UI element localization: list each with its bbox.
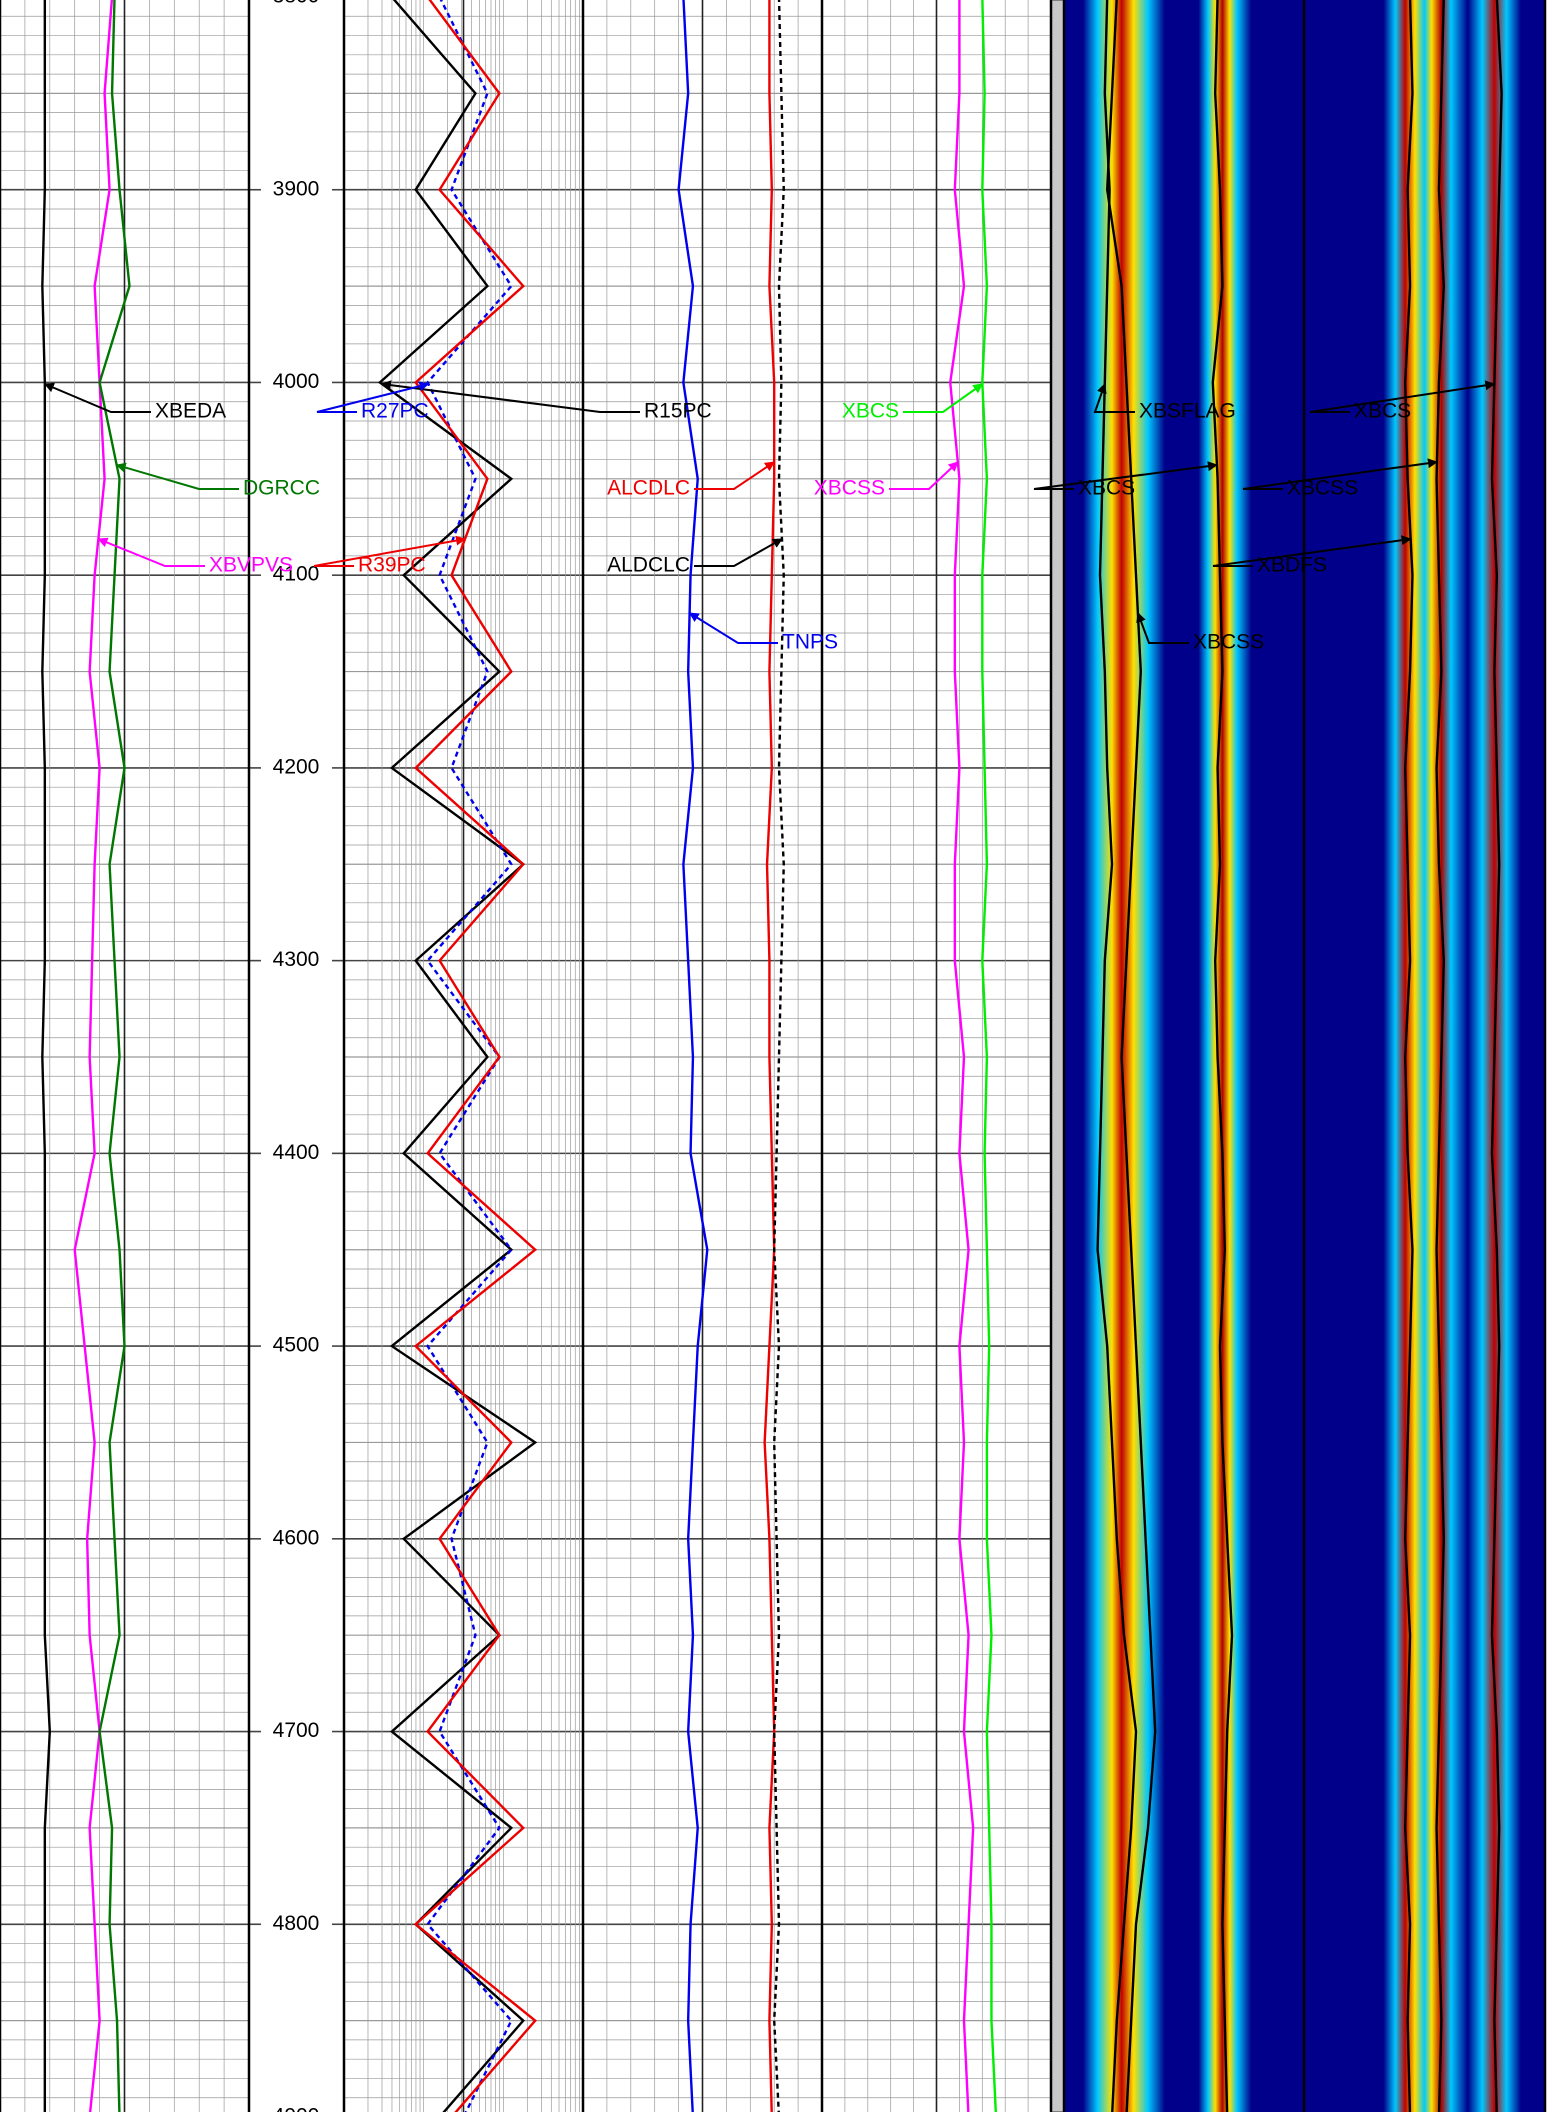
curve-label: XBCSS: [814, 477, 885, 500]
annotation-arrow: [1242, 458, 1438, 490]
depth-label-bg: [268, 948, 326, 973]
log-curve: [677, 0, 709, 2112]
annotation-arrow: [1212, 535, 1412, 567]
depth-label: 4800: [273, 1912, 320, 1935]
curve-label: XBCS: [1078, 477, 1135, 500]
depth-label-bg: [268, 0, 326, 9]
depth-label-bg: [268, 370, 326, 395]
curve-label: R39PC: [358, 554, 426, 577]
log-curve: [763, 0, 776, 2112]
depth-label: 3900: [273, 177, 320, 200]
annotation-arrow: [694, 538, 783, 567]
depth-label-bg: [268, 1141, 326, 1166]
annotation-arrow: [694, 461, 776, 490]
log-curve: [41, 0, 52, 2112]
depth-label: 4500: [273, 1334, 320, 1357]
curve-label: XBVPVS: [209, 554, 293, 577]
depth-label: 4300: [273, 948, 320, 971]
log-curve: [413, 0, 538, 2112]
annotation-arrow: [115, 462, 239, 490]
image-track: [1304, 0, 1545, 2112]
annotation-arrow: [380, 380, 640, 413]
curve-label: ALDCLC: [607, 554, 690, 577]
annotation-arrow: [43, 382, 151, 413]
depth-label: 4900: [273, 2105, 320, 2112]
curve-label: XBDFS: [1257, 554, 1327, 577]
curve-label: R15PC: [644, 400, 712, 423]
annotation-arrow: [97, 537, 205, 567]
curve-label: TNPS: [782, 631, 838, 654]
log-curve: [949, 0, 975, 2112]
log-curve: [98, 0, 131, 2112]
depth-label-bg: [268, 755, 326, 780]
flag-strip: [1050, 0, 1065, 2112]
annotation-arrow: [1309, 380, 1496, 413]
log-curve: [377, 0, 538, 2112]
depth-label: 4600: [273, 1526, 320, 1549]
depth-label: 4400: [273, 1141, 320, 1164]
depth-label: 4200: [273, 755, 320, 778]
annotation-arrow: [1033, 461, 1218, 490]
depth-label: 4700: [273, 1719, 320, 1742]
annotation-arrow: [316, 381, 430, 413]
log-curve: [1435, 0, 1445, 2112]
annotation-arrow: [1136, 612, 1189, 644]
log-curve: [1096, 0, 1138, 2112]
depth-label-bg: [268, 2105, 326, 2112]
curves: [41, 0, 1503, 2112]
depth-label: 4100: [273, 563, 320, 586]
log-curve: [73, 0, 114, 2112]
annotation-arrow: [1093, 383, 1135, 413]
annotation-arrow: [313, 535, 466, 567]
depth-label-bg: [268, 563, 326, 588]
log-curve: [1490, 0, 1503, 2112]
annotation-arrow: [903, 383, 984, 413]
depth-label-bg: [268, 177, 326, 202]
curve-label: XBCSS: [1287, 477, 1358, 500]
curve-label: ALCDLC: [607, 477, 690, 500]
curve-label: R27PC: [361, 400, 429, 423]
depth-label-bg: [268, 1334, 326, 1359]
curve-label: XBCSS: [1193, 631, 1264, 654]
depth-label-bg: [268, 1719, 326, 1744]
image-track: [1064, 0, 1304, 2112]
depth-label: 4000: [273, 370, 320, 393]
curve-label: XBSFLAG: [1139, 400, 1236, 423]
annotation-arrow: [889, 461, 959, 490]
curve-label: XBEDA: [155, 400, 226, 423]
annotation-arrow: [688, 612, 778, 644]
log-curve: [1404, 0, 1414, 2112]
depth-label-bg: [268, 1912, 326, 1937]
depth-label: 3800: [273, 0, 320, 8]
log-curve: [981, 0, 998, 2112]
log-curve: [772, 0, 785, 2112]
log-curve: [1105, 0, 1157, 2112]
curve-label: XBCS: [842, 400, 899, 423]
curve-label: XBCS: [1354, 400, 1411, 423]
curve-label: DGRCC: [243, 477, 320, 500]
labels: 3800 3900 4000 4100 4200 4300 4400 4500 4600 4700…: [43, 0, 1496, 2112]
log-curve: [1211, 0, 1234, 2112]
depth-label-bg: [268, 1526, 326, 1551]
